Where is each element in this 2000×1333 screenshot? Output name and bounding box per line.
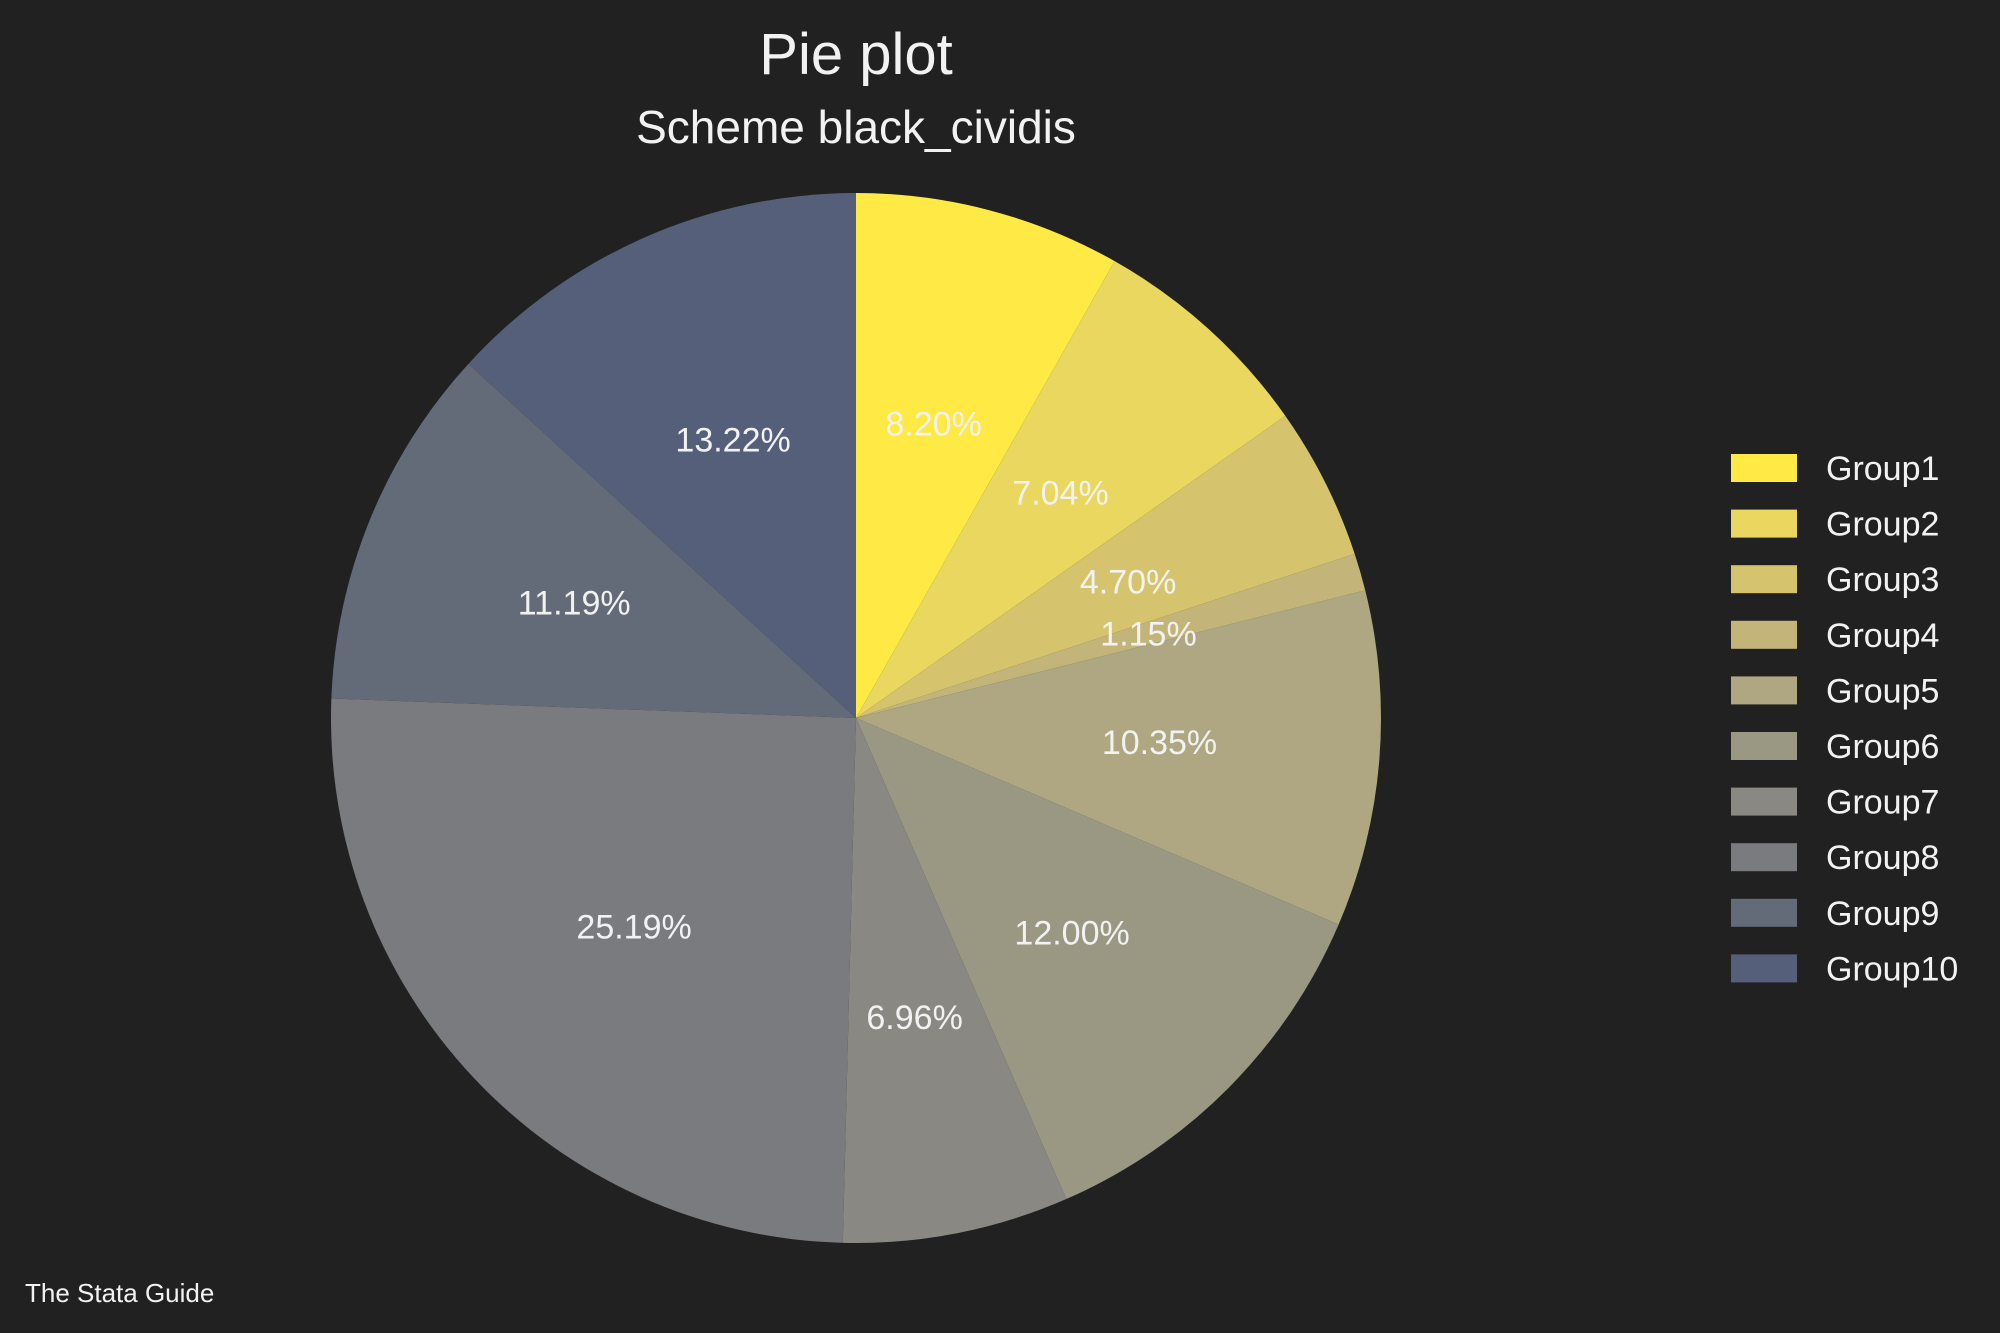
legend-label-group8: Group8 [1826, 839, 1939, 877]
chart-subtitle: Scheme black_cividis [636, 101, 1076, 153]
legend-swatch-group4 [1731, 620, 1797, 649]
legend-label-group6: Group6 [1826, 728, 1939, 766]
pie-slice-group9 [331, 363, 856, 718]
legend-label-group1: Group1 [1826, 450, 1939, 488]
pie-slice-group10 [468, 193, 856, 718]
pie-slice-group1 [856, 193, 1115, 718]
slice-label-group1: 8.20% [885, 406, 981, 444]
legend-label-group2: Group2 [1826, 506, 1939, 544]
pie-slice-group5 [856, 590, 1381, 925]
legend-swatch-group9 [1731, 898, 1797, 927]
legend-swatch-group6 [1731, 732, 1797, 760]
slice-label-group6: 12.00% [1014, 915, 1129, 953]
legend-swatch-group1 [1731, 454, 1797, 482]
slice-label-group2: 7.04% [1012, 474, 1108, 512]
source-note: The Stata Guide [25, 1278, 214, 1308]
legend-swatch-group8 [1731, 843, 1797, 872]
legend-swatch-group5 [1731, 676, 1797, 705]
legend-label-group4: Group4 [1826, 617, 1939, 655]
legend-label-group3: Group3 [1826, 561, 1939, 599]
slice-label-group5: 10.35% [1102, 724, 1217, 762]
legend-label-group5: Group5 [1826, 672, 1939, 710]
pie-slice-labels: 8.20% 7.04% 4.70% 1.15% 10.35% 12.00% 6.96% 25.… [518, 406, 1217, 1037]
pie-slices [330, 193, 1381, 1243]
legend-label-group10: Group10 [1826, 950, 1958, 988]
legend-label-group7: Group7 [1826, 784, 1939, 822]
legend-label-group9: Group9 [1826, 895, 1939, 933]
legend: Group1 Group2 Group3 Group4 Group5 Group6 Grou… [1731, 450, 1958, 988]
legend-swatch-group10 [1731, 954, 1797, 983]
slice-label-group9: 11.19% [518, 585, 631, 623]
legend-swatch-group7 [1731, 787, 1797, 816]
pie-slice-group7 [842, 718, 1067, 1243]
legend-swatch-group3 [1731, 565, 1797, 594]
slice-label-group10: 13.22% [675, 421, 790, 459]
slice-label-group4: 1.15% [1100, 615, 1196, 653]
legend-swatch-group2 [1731, 509, 1797, 538]
pie-slice-group3 [856, 415, 1355, 718]
pie-slice-group2 [856, 261, 1286, 718]
slice-label-group8: 25.19% [576, 909, 691, 947]
slice-label-group7: 6.96% [866, 999, 962, 1037]
chart-title: Pie plot [759, 22, 952, 87]
pie-slice-group8 [330, 698, 857, 1243]
pie-slice-group6 [856, 718, 1339, 1200]
pie-slice-group4 [856, 553, 1366, 718]
slice-label-group3: 4.70% [1080, 563, 1176, 601]
